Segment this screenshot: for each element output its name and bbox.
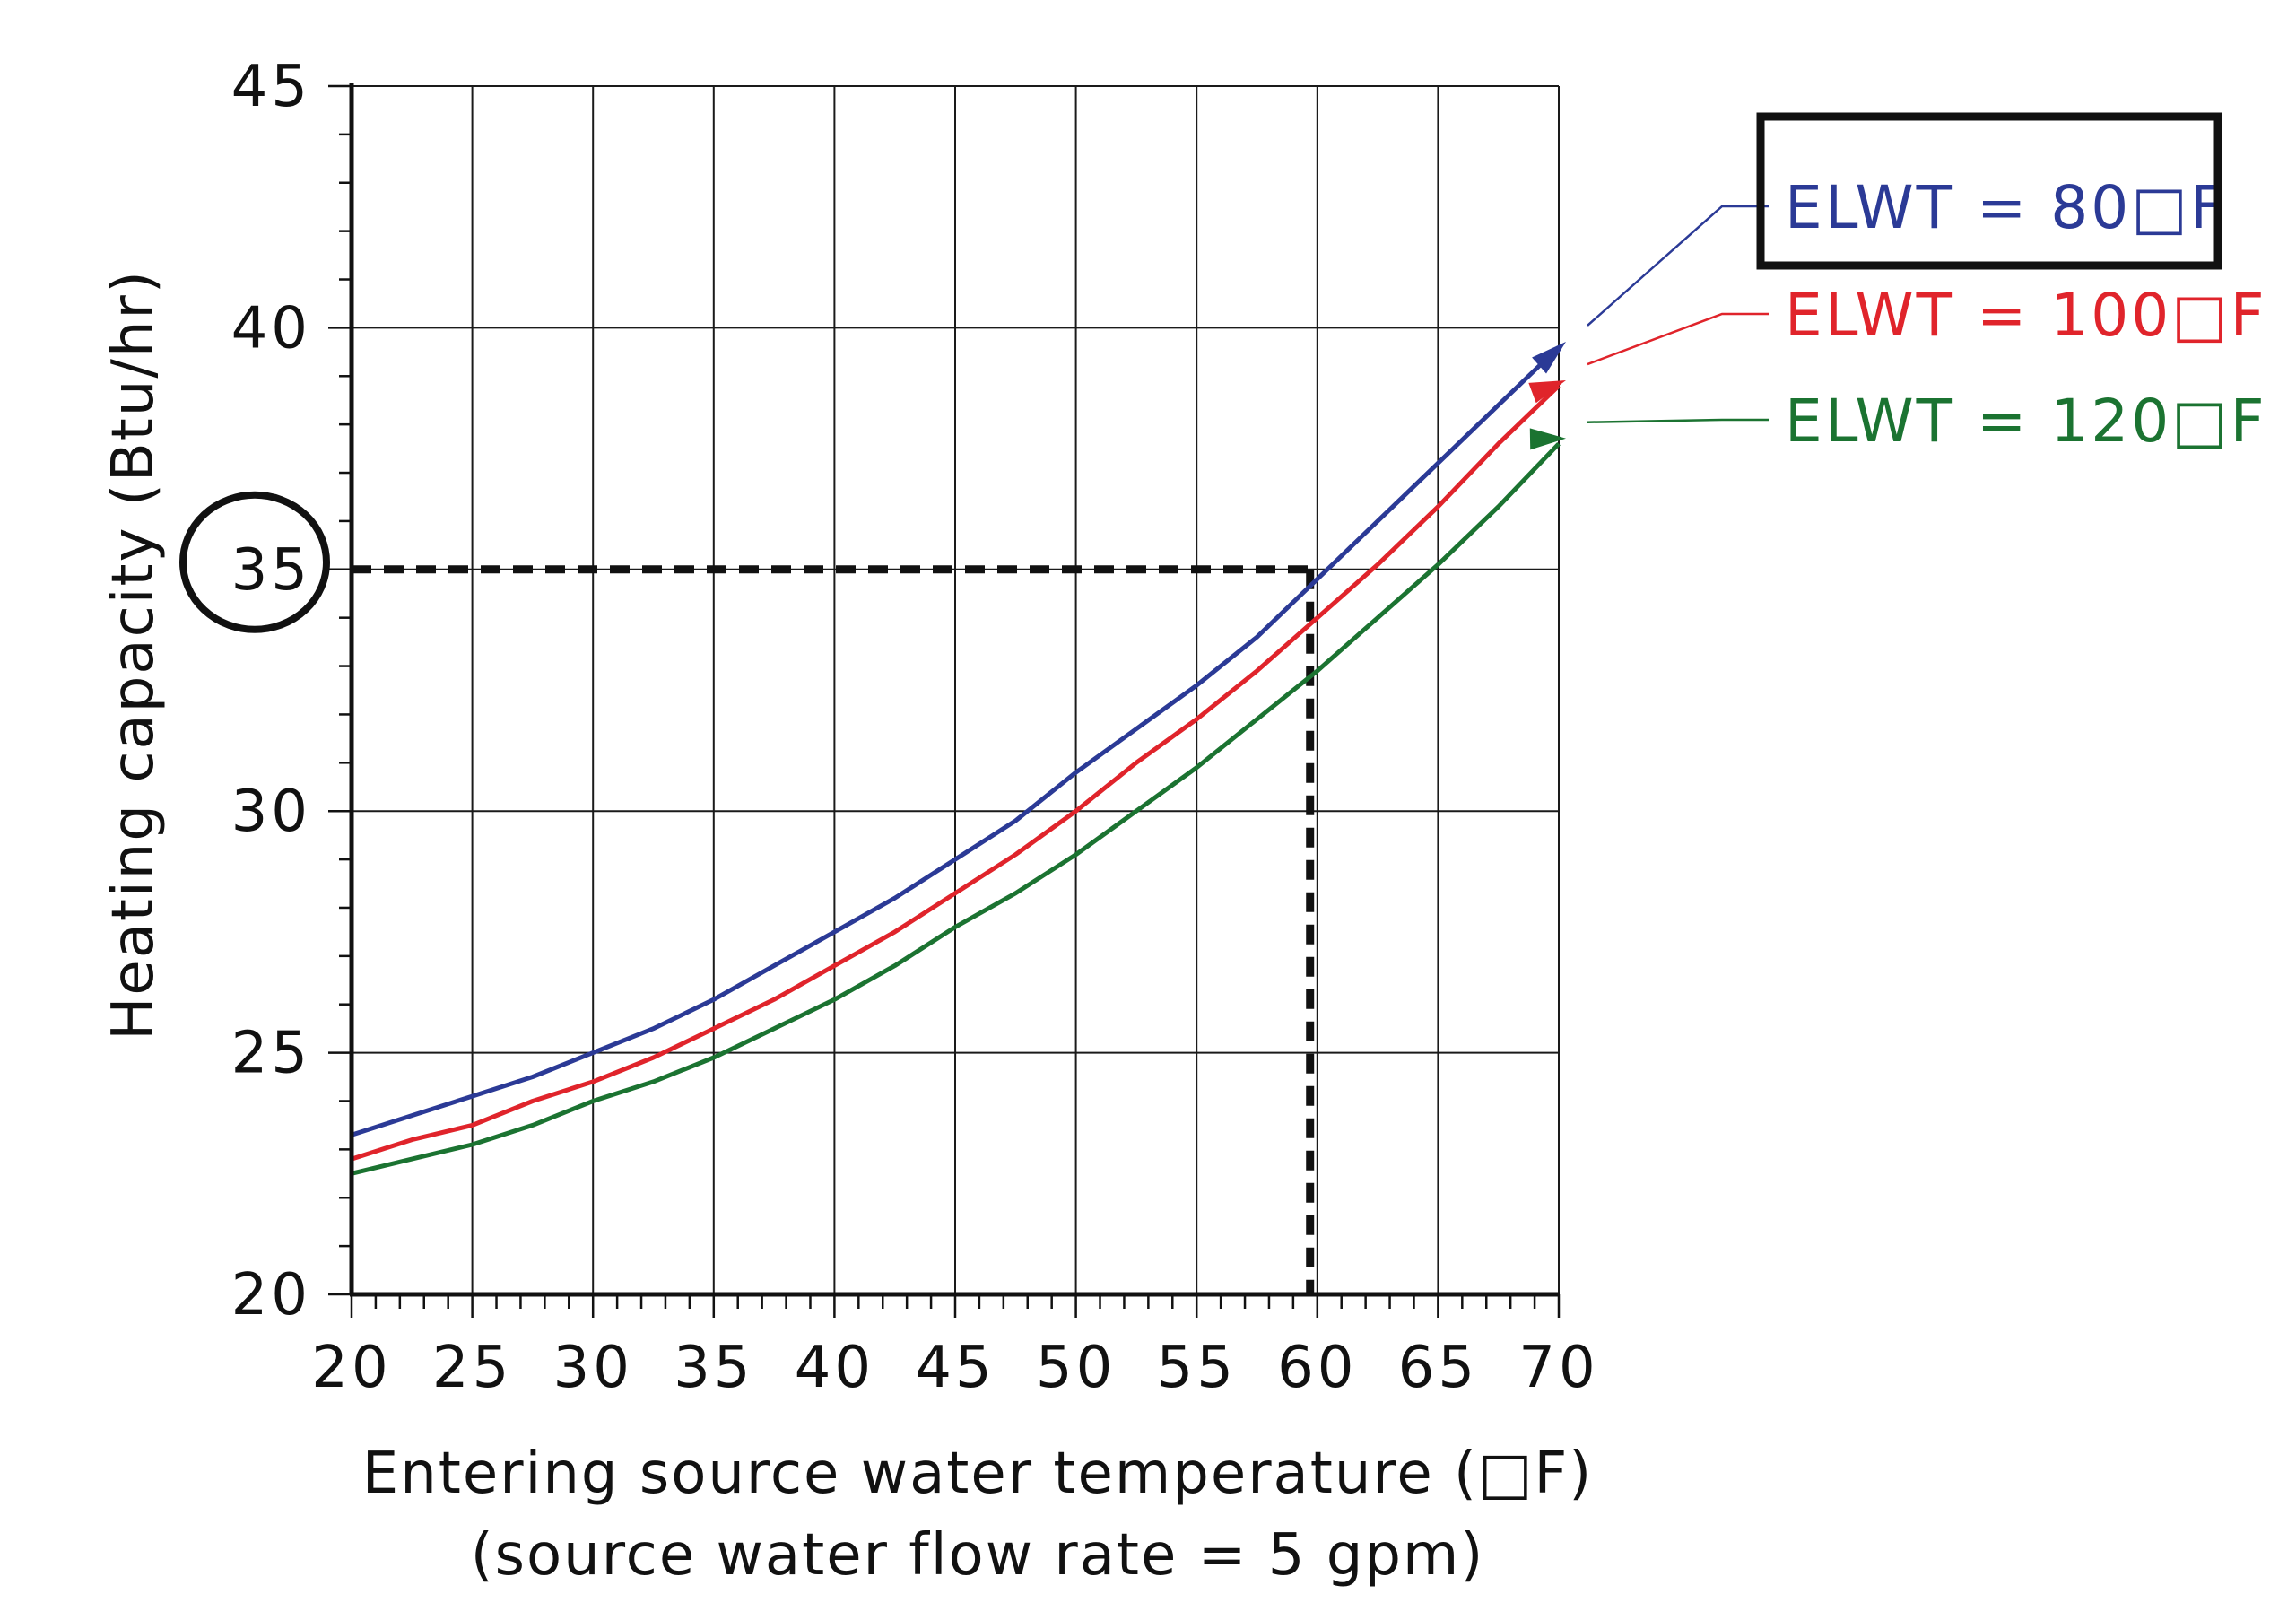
y-tick-label: 45 <box>231 54 311 120</box>
y-tick-label: 20 <box>231 1262 311 1328</box>
legend-leader-line <box>1587 312 1769 366</box>
legend-label: ELWT = 100□F <box>1785 281 2267 350</box>
legend-arrowhead <box>1528 380 1566 404</box>
y-tick-label: 40 <box>231 295 311 361</box>
y-tick-label: 25 <box>231 1021 311 1087</box>
legend: ELWT = 80□F ELWT = 100□F ELWT = 120□F <box>1528 112 2267 456</box>
series-line <box>351 441 1561 1176</box>
y-tick-label: 30 <box>231 779 311 845</box>
x-tick-label: 50 <box>1036 1335 1116 1401</box>
legend-arrowhead <box>1532 341 1566 374</box>
x-axis-title: Entering source water temperature (□F) <box>362 1441 1594 1507</box>
x-tick-label: 60 <box>1277 1335 1357 1401</box>
x-tick-label: 30 <box>552 1335 632 1401</box>
x-tick-label: 40 <box>795 1335 874 1401</box>
legend-highlight-box <box>1756 112 2222 270</box>
legend-label: ELWT = 120□F <box>1785 387 2267 456</box>
x-tick-label: 70 <box>1518 1335 1598 1401</box>
x-tick-label: 55 <box>1156 1335 1236 1401</box>
grid-layer <box>352 85 1560 1294</box>
legend-leader-line <box>1587 418 1769 423</box>
legend-label: ELWT = 80□F <box>1785 173 2227 242</box>
x-tick-label: 65 <box>1398 1335 1478 1401</box>
series-layer <box>351 345 1561 1294</box>
y-tick-label: 35 <box>231 537 311 604</box>
highlight-circle <box>179 491 330 633</box>
series-line <box>351 384 1561 1162</box>
x-tick-label: 35 <box>674 1335 753 1401</box>
legend-arrowhead <box>1529 428 1566 450</box>
legend-leader-line <box>1587 205 1769 327</box>
x-tick-label: 25 <box>432 1335 512 1401</box>
y-axis-title: Heating capacity (Btu/hr) <box>100 269 167 1041</box>
axis-layer: 20 25 30 35 40 45 50 55 60 65 70 20 25 30 35 40 45 <box>179 54 1598 1401</box>
x-axis-subtitle: (source water flow rate = 5 gpm) <box>471 1522 1485 1589</box>
reference-lines-layer <box>352 565 1315 1294</box>
x-tick-label: 45 <box>915 1335 995 1401</box>
x-tick-label: 20 <box>311 1335 391 1401</box>
series-line <box>351 345 1561 1137</box>
